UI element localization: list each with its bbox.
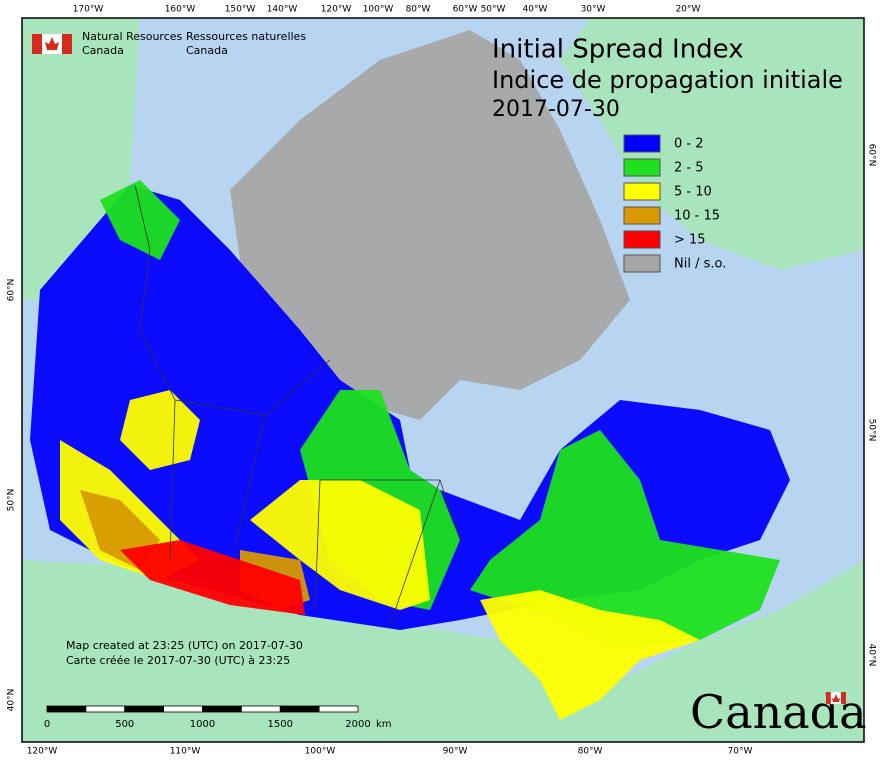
lon-label: 100°W — [363, 5, 394, 15]
fire-region — [250, 480, 430, 610]
scale-segment — [124, 705, 165, 713]
greenland — [560, 18, 864, 270]
lon-label: 110°W — [170, 747, 201, 757]
lon-label: 170°W — [73, 5, 104, 15]
legend-swatch — [623, 230, 661, 249]
lat-label: 40°N — [7, 689, 17, 712]
lat-label: 50°N — [7, 489, 17, 512]
scale-segment — [240, 705, 281, 713]
note: Map created at 23:25 (UTC) on 2017-07-30 — [66, 639, 303, 652]
scale-unit: km — [376, 719, 392, 730]
lon-label: 50°W — [481, 5, 506, 15]
title: Indice de propagation initiale — [492, 66, 843, 94]
lon-label: 30°W — [581, 5, 606, 15]
scale-segment — [163, 705, 203, 713]
frame — [21, 17, 865, 743]
fire-region — [230, 30, 630, 420]
scale-segment — [202, 705, 242, 713]
legend-label: 5 - 10 — [674, 185, 712, 200]
scale-segment — [318, 705, 359, 713]
lon-label: 40°W — [523, 5, 548, 15]
lat-label: 60°N — [867, 144, 877, 167]
nrcan-logo — [32, 34, 72, 54]
legend-swatch — [623, 182, 661, 201]
lon-label: 100°W — [305, 747, 336, 757]
scale-label: 1500 — [268, 719, 293, 730]
lon-label: 90°W — [443, 747, 468, 757]
lat-label: 50°N — [867, 419, 877, 442]
lon-label: 120°W — [321, 5, 352, 15]
lon-label: 80°W — [406, 5, 431, 15]
lon-label: 160°W — [165, 5, 196, 15]
legend-swatch — [623, 254, 661, 273]
lon-label: 20°W — [676, 5, 701, 15]
title: Initial Spread Index — [492, 35, 744, 65]
legend-swatch — [623, 134, 661, 153]
fire-region — [120, 540, 305, 615]
legend-label: Nil / s.o. — [674, 257, 726, 272]
legend-label: > 15 — [674, 233, 706, 248]
legend-swatch — [623, 206, 661, 225]
scale-segment — [46, 705, 87, 713]
legend-label: 2 - 5 — [674, 161, 704, 176]
title: 2017-07-30 — [492, 97, 620, 122]
scale-label: 2000 — [345, 719, 370, 730]
scale-segment — [279, 705, 320, 713]
lon-label: 120°W — [27, 747, 58, 757]
lat-label: 60°N — [7, 279, 17, 302]
lon-label: 60°W — [453, 5, 478, 15]
agency-en: Canada — [82, 44, 124, 57]
lat-label: 40°N — [867, 644, 877, 667]
lon-label: 80°W — [578, 747, 603, 757]
border — [134, 184, 461, 626]
legend-swatch — [623, 158, 661, 177]
scale-label: 1000 — [190, 719, 215, 730]
lon-label: 150°W — [225, 5, 256, 15]
agency-en: Natural Resources — [82, 30, 183, 43]
fire-region — [480, 590, 700, 720]
lon-label: 140°W — [267, 5, 298, 15]
note: Carte créée le 2017-07-30 (UTC) à 23:25 — [66, 654, 290, 667]
legend-label: 10 - 15 — [674, 209, 720, 224]
scale-label: 500 — [115, 719, 134, 730]
agency-fr: Canada — [186, 44, 228, 57]
fire-region — [120, 390, 200, 470]
agency-fr: Ressources naturelles — [186, 30, 306, 43]
wordmark-flag — [826, 691, 846, 705]
fire-region — [100, 180, 180, 260]
alaska — [22, 18, 140, 300]
lon-label: 70°W — [728, 747, 753, 757]
legend-label: 0 - 2 — [674, 137, 704, 152]
scale-segment — [85, 705, 126, 713]
usa — [22, 560, 864, 742]
scale-label: 0 — [44, 719, 50, 730]
